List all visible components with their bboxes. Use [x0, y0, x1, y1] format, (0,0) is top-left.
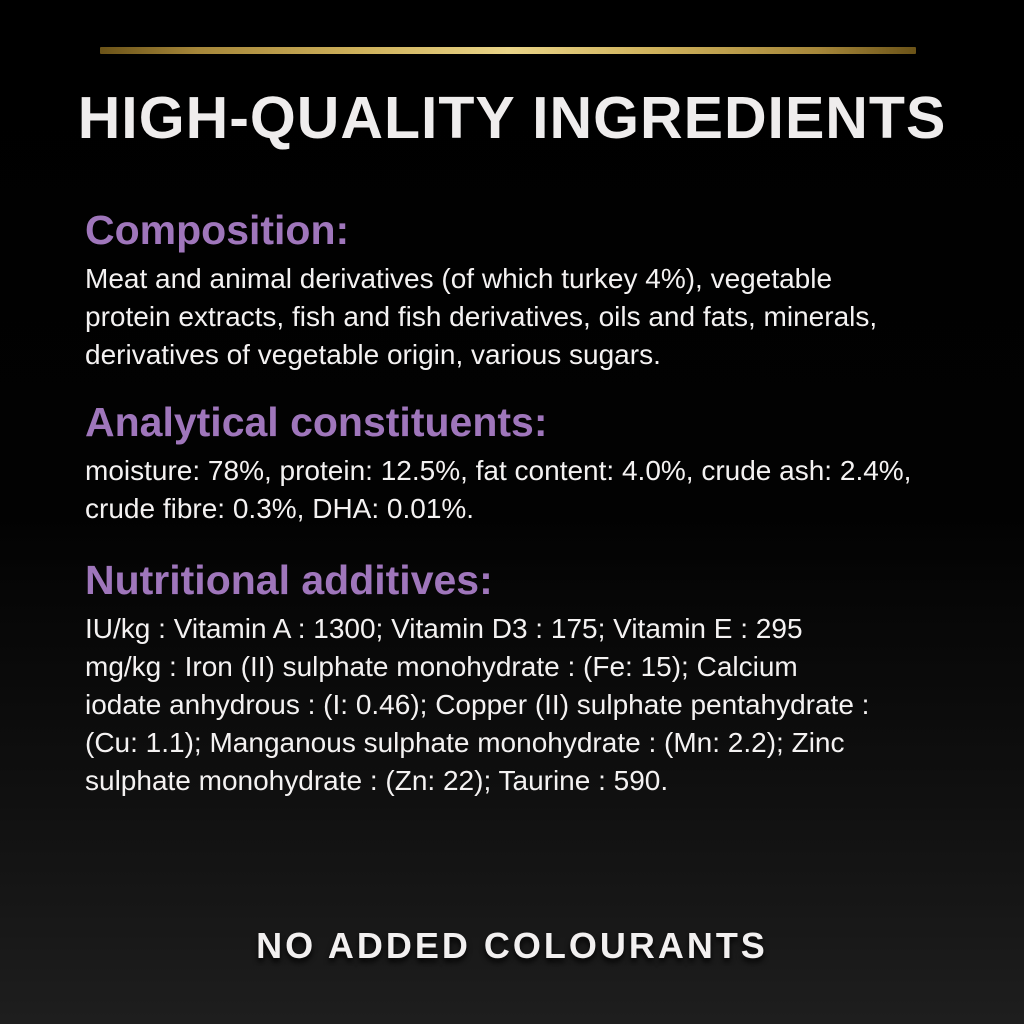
nutritional-additives-body: IU/kg : Vitamin A : 1300; Vitamin D3 : 1… [85, 613, 870, 796]
section-nutritional-additives: Nutritional additives: IU/kg : Vitamin A… [85, 556, 1010, 800]
analytical-constituents-body: moisture: 78%, protein: 12.5%, fat conte… [85, 455, 912, 524]
composition-body: Meat and animal derivatives (of which tu… [85, 263, 878, 370]
page-title: HIGH-QUALITY INGREDIENTS [77, 85, 947, 151]
gold-divider [100, 47, 916, 54]
section-composition: Composition: Meat and animal derivatives… [85, 206, 1010, 374]
section-analytical-constituents: Analytical constituents: moisture: 78%, … [85, 398, 1010, 528]
no-added-colourants-claim: NO ADDED COLOURANTS [256, 925, 768, 966]
analytical-constituents-heading: Analytical constituents: [85, 399, 548, 445]
composition-heading: Composition: [85, 207, 350, 253]
nutritional-additives-heading: Nutritional additives: [85, 557, 493, 603]
